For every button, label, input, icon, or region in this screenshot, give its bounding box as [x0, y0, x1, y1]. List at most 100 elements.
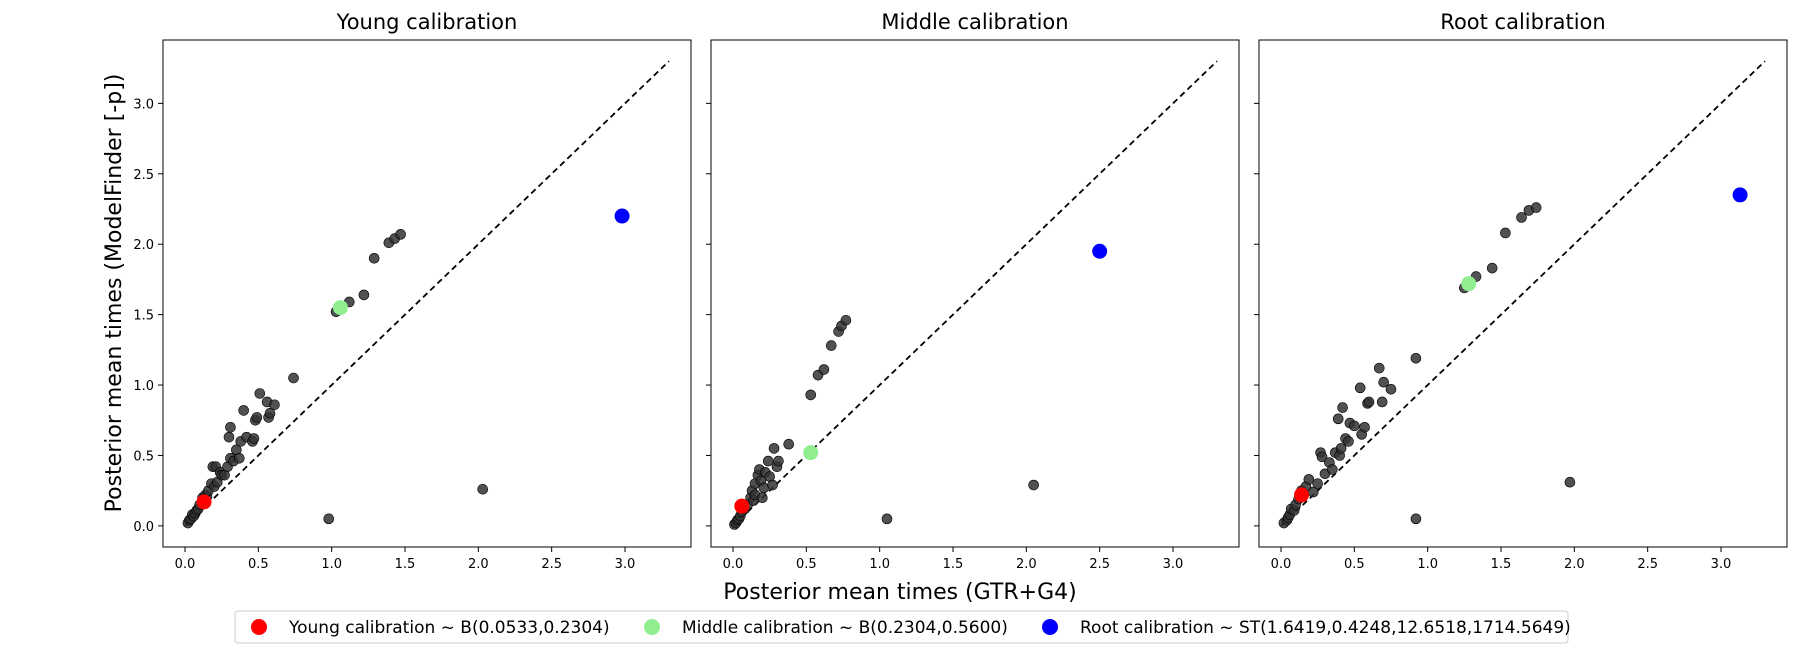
y-tick-label: 0.5 [133, 449, 154, 464]
x-tick-label: 0.0 [723, 557, 744, 572]
data-point [1486, 262, 1498, 274]
y-axis-label: Posterior mean times (ModelFinder [-p]) [102, 74, 127, 513]
calibration-point [734, 498, 750, 514]
data-point [1332, 413, 1344, 425]
data-point [805, 389, 817, 401]
data-point [1349, 420, 1360, 432]
data-point [254, 388, 266, 399]
data-point [1316, 451, 1328, 463]
data-point [248, 433, 260, 444]
x-tick-label: 0.0 [1271, 557, 1292, 572]
data-point [1500, 227, 1511, 239]
data-point [757, 492, 768, 504]
data-point [825, 340, 837, 351]
panel-young: Young calibration 0.0 0.5 1.0 1.5 2.0 2.5 3.0 0.… [133, 10, 692, 572]
data-point [223, 431, 235, 443]
data-point [783, 438, 795, 450]
data-point [773, 455, 784, 467]
x-tick-label: 2.5 [1089, 557, 1110, 572]
data-point [1378, 376, 1389, 388]
calibration-point [196, 494, 212, 510]
data-point [269, 399, 280, 411]
legend-marker-root [1042, 619, 1058, 635]
y-tick-label: 2.0 [133, 238, 154, 253]
data-point [1530, 202, 1542, 213]
data-point [1335, 443, 1347, 454]
x-tick-label: 3.0 [615, 557, 636, 572]
data-point [251, 412, 263, 423]
legend-label-root: Root calibration ~ ST(1.6419,0.4248,12.6… [1080, 618, 1571, 638]
x-tick-label: 1.5 [395, 557, 416, 572]
data-point [358, 289, 370, 301]
x-tick-label: 2.0 [1564, 557, 1585, 572]
plot-frame-middle [710, 39, 1240, 548]
y-tick-label: 0.0 [133, 520, 154, 535]
legend-label-young: Young calibration ~ B(0.0533,0.2304) [288, 618, 610, 638]
panel-root: Root calibration 0.0 0.5 1.0 1.5 2.0 2.5 3.0 [1254, 10, 1788, 572]
data-point [1410, 513, 1422, 525]
data-point [395, 229, 406, 240]
data-point [881, 513, 893, 525]
y-tick-label: 3.0 [133, 97, 154, 112]
panel-title-middle: Middle calibration [881, 10, 1068, 34]
data-point [1337, 402, 1348, 413]
data-point [1312, 478, 1323, 489]
x-tick-label: 3.0 [1711, 557, 1732, 572]
panel-title-young: Young calibration [336, 10, 518, 34]
x-tick-label: 2.0 [468, 557, 489, 572]
data-point [1354, 382, 1366, 394]
legend-frame [234, 610, 1569, 644]
y-tick-label: 1.0 [133, 379, 154, 394]
data-point [1564, 476, 1576, 488]
data-point [225, 421, 236, 433]
x-tick-label: 2.5 [1637, 557, 1658, 572]
data-point [233, 452, 245, 464]
y-tick-label: 1.5 [133, 309, 154, 324]
data-point [1028, 479, 1039, 491]
data-point [264, 407, 276, 419]
x-tick-label: 1.5 [1491, 557, 1512, 572]
x-axis-label: Posterior mean times (GTR+G4) [723, 580, 1076, 605]
x-tick-label: 1.0 [869, 557, 890, 572]
panel-middle: Middle calibration 0.0 0.5 1.0 1.5 2.0 2.5 3.0 [706, 10, 1240, 572]
data-point [1516, 212, 1527, 223]
x-tick-label: 2.0 [1016, 557, 1037, 572]
data-point [840, 314, 852, 326]
data-point [368, 252, 380, 264]
data-point [1373, 362, 1385, 374]
calibration-point [1732, 187, 1748, 203]
data-point [477, 483, 489, 495]
x-tick-label: 1.5 [943, 557, 964, 572]
calibration-point [1092, 243, 1108, 259]
calibration-point [1461, 276, 1477, 292]
data-point [1410, 352, 1422, 364]
x-tick-label: 0.5 [248, 557, 269, 572]
data-point [1385, 383, 1397, 395]
data-point [768, 443, 780, 454]
panels: Young calibration 0.0 0.5 1.0 1.5 2.0 2.5 3.0 0.… [133, 10, 1788, 572]
data-point [1343, 436, 1354, 447]
x-tick-label: 0.5 [796, 557, 817, 572]
data-point [1359, 421, 1370, 433]
x-tick-label: 3.0 [1163, 557, 1184, 572]
x-tick-label: 1.0 [321, 557, 342, 572]
data-point [818, 364, 830, 375]
data-point [1303, 474, 1315, 485]
y-tick-label: 2.5 [133, 168, 154, 183]
identity-line-young [184, 60, 670, 527]
data-point [288, 372, 299, 384]
data-point [1363, 396, 1375, 408]
legend-marker-young [251, 619, 267, 635]
legend-label-middle: Middle calibration ~ B(0.2304,0.5600) [682, 618, 1008, 638]
legend: Young calibration ~ B(0.0533,0.2304) Mid… [234, 610, 1571, 644]
calibration-point [803, 445, 819, 461]
x-tick-label: 1.0 [1417, 557, 1438, 572]
data-point [1327, 464, 1338, 475]
data-point [323, 513, 335, 525]
calibration-point [614, 208, 630, 224]
data-point [1376, 396, 1388, 408]
legend-marker-middle [644, 619, 660, 635]
data-point [762, 455, 774, 467]
calibration-point [1294, 487, 1310, 503]
